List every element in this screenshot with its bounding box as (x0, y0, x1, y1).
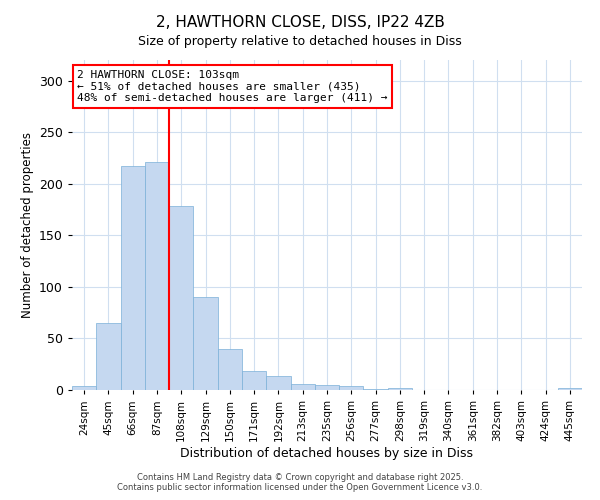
Bar (169, 206, 193, 390)
Bar (218, 349, 242, 390)
Bar (339, 386, 364, 390)
Text: 2 HAWTHORN CLOSE: 103sqm
← 51% of detached houses are smaller (435)
48% of semi-: 2 HAWTHORN CLOSE: 103sqm ← 51% of detach… (77, 70, 388, 103)
X-axis label: Distribution of detached houses by size in Diss: Distribution of detached houses by size … (181, 446, 473, 460)
Bar (72, 386, 96, 390)
Bar (315, 385, 339, 390)
Bar (558, 388, 582, 390)
Bar (145, 162, 169, 390)
Bar (242, 372, 266, 390)
Bar (121, 166, 145, 390)
Bar (364, 389, 388, 390)
Bar (193, 297, 218, 390)
Y-axis label: Number of detached properties: Number of detached properties (20, 132, 34, 318)
Text: 2, HAWTHORN CLOSE, DISS, IP22 4ZB: 2, HAWTHORN CLOSE, DISS, IP22 4ZB (155, 15, 445, 30)
Bar (290, 384, 315, 390)
Bar (388, 388, 412, 390)
Text: Size of property relative to detached houses in Diss: Size of property relative to detached ho… (138, 35, 462, 48)
Bar (266, 376, 290, 390)
Bar (96, 323, 121, 390)
Text: Contains HM Land Registry data © Crown copyright and database right 2025.
Contai: Contains HM Land Registry data © Crown c… (118, 473, 482, 492)
